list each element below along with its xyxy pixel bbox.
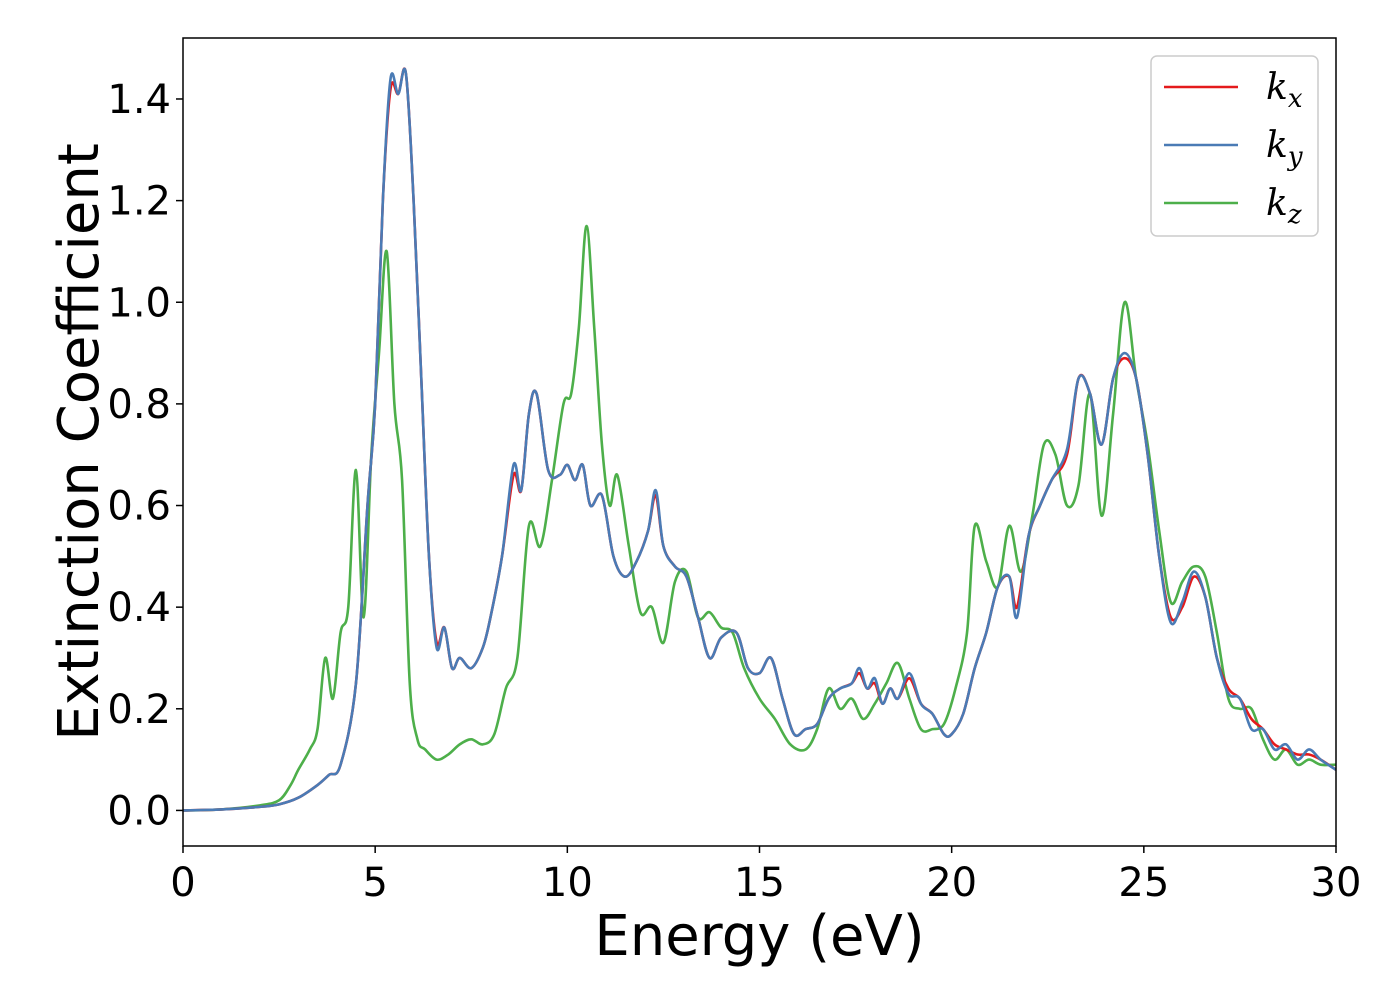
x-tick-label: 0 xyxy=(170,860,195,906)
x-tick-label: 30 xyxy=(1311,860,1362,906)
series-line-kz xyxy=(183,224,1336,812)
legend-label-main: k xyxy=(1266,67,1288,108)
y-tick-label: 1.2 xyxy=(107,179,171,225)
legend-label-main: k xyxy=(1266,183,1288,224)
legend-label-kz: kz xyxy=(1266,183,1302,230)
y-tick-label: 1.0 xyxy=(107,280,171,326)
series-line-ky xyxy=(183,67,1336,812)
y-tick-label: 0.0 xyxy=(107,788,171,834)
x-axis-title: Energy (eV) xyxy=(594,904,924,969)
legend-label-subscript: x xyxy=(1288,84,1303,114)
x-tick-label: 25 xyxy=(1118,860,1169,906)
legend-label-subscript: z xyxy=(1287,200,1302,230)
legend-label-kx: kx xyxy=(1266,67,1303,114)
y-tick-label: 0.8 xyxy=(107,382,171,428)
series-layer xyxy=(183,67,1336,812)
legend-label-ky: ky xyxy=(1266,125,1303,172)
y-tick-label: 0.4 xyxy=(107,585,171,631)
y-tick-label: 1.4 xyxy=(107,77,171,123)
x-tick-label: 10 xyxy=(542,860,593,906)
legend-label-main: k xyxy=(1266,125,1288,166)
y-axis-title: Extinction Coefficient xyxy=(47,143,112,741)
ticks-layer: 0 5 10 15 20 25 30 0.0 0.2 0.4 0.6 0.8 1.0 1.2 1.4 xyxy=(107,77,1361,906)
y-tick-label: 0.2 xyxy=(107,687,171,733)
x-tick-label: 20 xyxy=(926,860,977,906)
x-tick-label: 5 xyxy=(362,860,387,906)
y-tick-label: 0.6 xyxy=(107,484,171,530)
x-tick-label: 15 xyxy=(734,860,785,906)
legend-label-subscript: y xyxy=(1287,142,1303,172)
